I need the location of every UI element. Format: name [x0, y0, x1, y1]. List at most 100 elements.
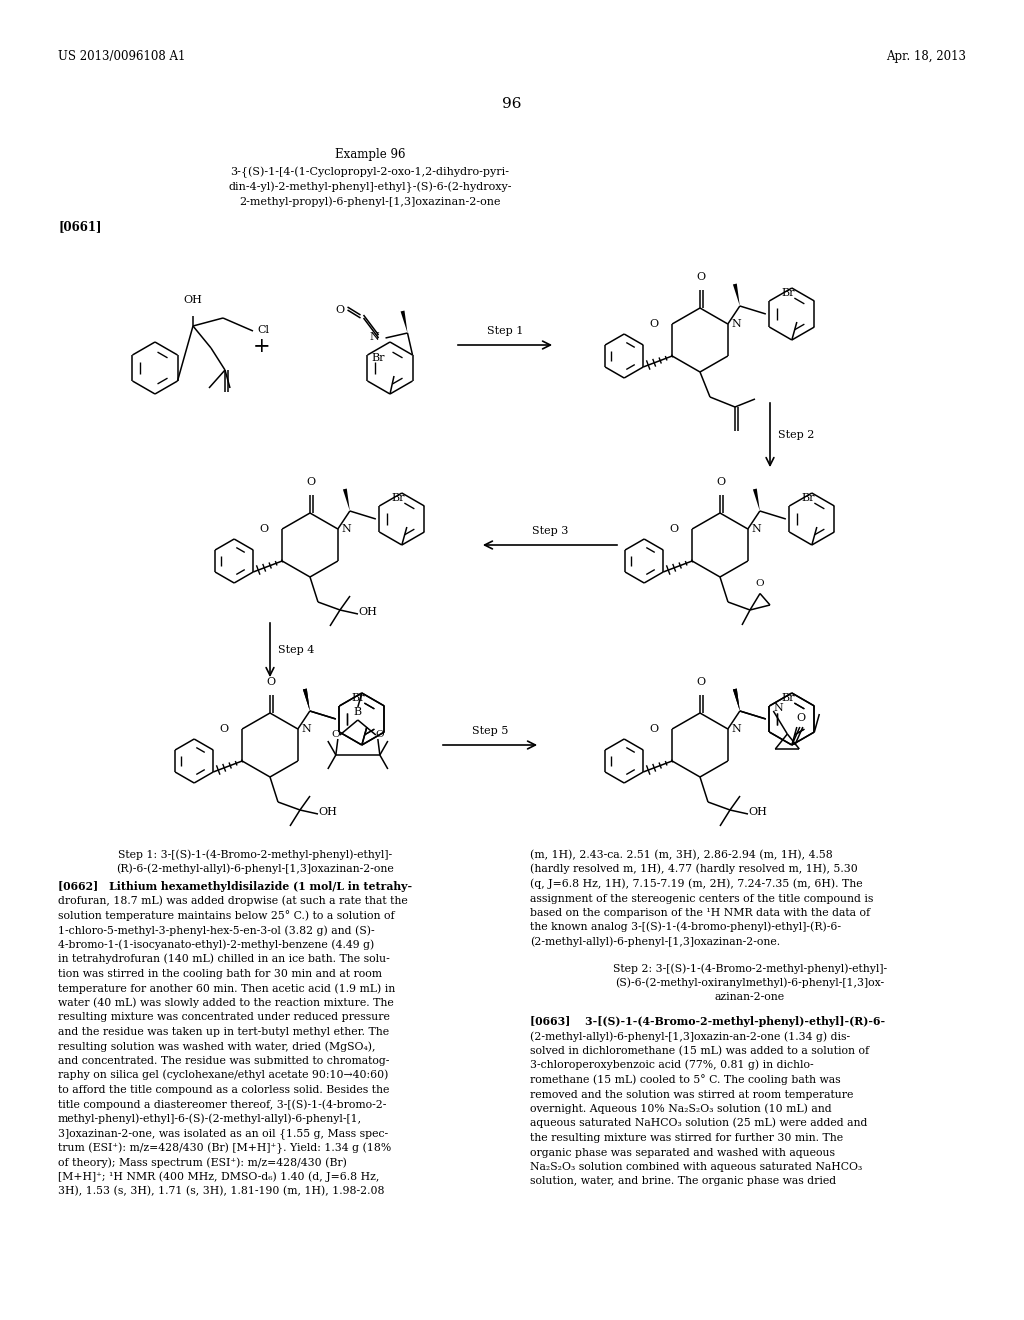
- Text: [0662] Lithium hexamethyldisilazide (1 mol/L in tetrahy-: [0662] Lithium hexamethyldisilazide (1 m…: [58, 880, 412, 892]
- Text: O: O: [376, 730, 384, 739]
- Text: 1-chloro-5-methyl-3-phenyl-hex-5-en-3-ol (3.82 g) and (S)-: 1-chloro-5-methyl-3-phenyl-hex-5-en-3-ol…: [58, 925, 375, 936]
- Polygon shape: [733, 284, 739, 306]
- Text: (2-methyl-allyl)-6-phenyl-[1,3]oxazin-an-2-one (1.34 g) dis-: (2-methyl-allyl)-6-phenyl-[1,3]oxazin-an…: [530, 1031, 850, 1041]
- Text: Step 5: Step 5: [472, 726, 508, 737]
- Text: in tetrahydrofuran (140 mL) chilled in an ice bath. The solu-: in tetrahydrofuran (140 mL) chilled in a…: [58, 954, 390, 965]
- Text: din-4-yl)-2-methyl-phenyl]-ethyl}-(S)-6-(2-hydroxy-: din-4-yl)-2-methyl-phenyl]-ethyl}-(S)-6-…: [228, 181, 512, 193]
- Text: [0661]: [0661]: [58, 220, 101, 234]
- Text: O: O: [696, 677, 706, 686]
- Text: OH: OH: [318, 807, 337, 817]
- Text: water (40 mL) was slowly added to the reaction mixture. The: water (40 mL) was slowly added to the re…: [58, 998, 394, 1008]
- Text: and concentrated. The residue was submitted to chromatog-: and concentrated. The residue was submit…: [58, 1056, 389, 1067]
- Text: B: B: [353, 708, 361, 717]
- Text: based on the comparison of the ¹H NMR data with the data of: based on the comparison of the ¹H NMR da…: [530, 908, 870, 917]
- Text: 3]oxazinan-2-one, was isolated as an oil {1.55 g, Mass spec-: 3]oxazinan-2-one, was isolated as an oil…: [58, 1129, 388, 1139]
- Polygon shape: [303, 689, 310, 711]
- Text: Br: Br: [801, 492, 814, 503]
- Text: O: O: [649, 723, 658, 734]
- Text: 3H), 1.53 (s, 3H), 1.71 (s, 3H), 1.81-190 (m, 1H), 1.98-2.08: 3H), 1.53 (s, 3H), 1.71 (s, 3H), 1.81-19…: [58, 1187, 384, 1196]
- Text: Br: Br: [391, 492, 404, 503]
- Text: OH: OH: [183, 294, 203, 305]
- Polygon shape: [343, 488, 350, 511]
- Text: azinan-2-one: azinan-2-one: [715, 993, 785, 1002]
- Text: romethane (15 mL) cooled to 5° C. The cooling bath was: romethane (15 mL) cooled to 5° C. The co…: [530, 1074, 841, 1085]
- Text: the known analog 3-[(S)-1-(4-bromo-phenyl)-ethyl]-(R)-6-: the known analog 3-[(S)-1-(4-bromo-pheny…: [530, 921, 841, 932]
- Polygon shape: [400, 310, 408, 333]
- Text: O: O: [669, 524, 678, 535]
- Text: solution, water, and brine. The organic phase was dried: solution, water, and brine. The organic …: [530, 1176, 837, 1187]
- Text: Na₂S₂O₃ solution combined with aqueous saturated NaHCO₃: Na₂S₂O₃ solution combined with aqueous s…: [530, 1162, 862, 1172]
- Text: O: O: [696, 272, 706, 282]
- Text: 3-chloroperoxybenzoic acid (77%, 0.81 g) in dichlo-: 3-chloroperoxybenzoic acid (77%, 0.81 g)…: [530, 1060, 814, 1071]
- Text: of theory); Mass spectrum (ESI⁺): m/z=428/430 (Br): of theory); Mass spectrum (ESI⁺): m/z=42…: [58, 1156, 347, 1167]
- Text: Step 2: 3-[(S)-1-(4-Bromo-2-methyl-phenyl)-ethyl]-: Step 2: 3-[(S)-1-(4-Bromo-2-methyl-pheny…: [613, 962, 887, 974]
- Text: Br: Br: [372, 352, 385, 363]
- Text: Br: Br: [781, 693, 795, 704]
- Polygon shape: [733, 689, 739, 711]
- Text: O: O: [649, 319, 658, 329]
- Polygon shape: [753, 488, 760, 511]
- Text: 2-methyl-propyl)-6-phenyl-[1,3]oxazinan-2-one: 2-methyl-propyl)-6-phenyl-[1,3]oxazinan-…: [240, 197, 501, 207]
- Text: O: O: [797, 713, 806, 723]
- Text: (S)-6-(2-methyl-oxiranylmethyl)-6-phenyl-[1,3]ox-: (S)-6-(2-methyl-oxiranylmethyl)-6-phenyl…: [615, 977, 885, 987]
- Text: to afford the title compound as a colorless solid. Besides the: to afford the title compound as a colorl…: [58, 1085, 389, 1096]
- Text: title compound a diastereomer thereof, 3-[(S)-1-(4-bromo-2-: title compound a diastereomer thereof, 3…: [58, 1100, 386, 1110]
- Text: (2-methyl-allyl)-6-phenyl-[1,3]oxazinan-2-one.: (2-methyl-allyl)-6-phenyl-[1,3]oxazinan-…: [530, 936, 780, 946]
- Text: raphy on silica gel (cyclohexane/ethyl acetate 90:10→40:60): raphy on silica gel (cyclohexane/ethyl a…: [58, 1071, 388, 1081]
- Text: +: +: [253, 338, 270, 356]
- Text: tion was stirred in the cooling bath for 30 min and at room: tion was stirred in the cooling bath for…: [58, 969, 382, 979]
- Text: O: O: [259, 524, 268, 535]
- Text: N: N: [732, 319, 741, 329]
- Text: Step 3: Step 3: [531, 525, 568, 536]
- Text: resulting solution was washed with water, dried (MgSO₄),: resulting solution was washed with water…: [58, 1041, 376, 1052]
- Text: N: N: [773, 704, 783, 713]
- Text: the resulting mixture was stirred for further 30 min. The: the resulting mixture was stirred for fu…: [530, 1133, 843, 1143]
- Text: 96: 96: [502, 96, 522, 111]
- Text: O: O: [332, 730, 340, 739]
- Text: O: O: [335, 305, 344, 315]
- Text: organic phase was separated and washed with aqueous: organic phase was separated and washed w…: [530, 1147, 835, 1158]
- Text: solution temperature maintains below 25° C.) to a solution of: solution temperature maintains below 25°…: [58, 909, 394, 921]
- Text: resulting mixture was concentrated under reduced pressure: resulting mixture was concentrated under…: [58, 1012, 390, 1023]
- Text: Step 1: 3-[(S)-1-(4-Bromo-2-methyl-phenyl)-ethyl]-: Step 1: 3-[(S)-1-(4-Bromo-2-methyl-pheny…: [118, 850, 392, 861]
- Text: (m, 1H), 2.43-ca. 2.51 (m, 3H), 2.86-2.94 (m, 1H), 4.58: (m, 1H), 2.43-ca. 2.51 (m, 3H), 2.86-2.9…: [530, 850, 833, 861]
- Text: O: O: [717, 477, 726, 487]
- Text: drofuran, 18.7 mL) was added dropwise (at such a rate that the: drofuran, 18.7 mL) was added dropwise (a…: [58, 896, 408, 907]
- Polygon shape: [733, 689, 739, 711]
- Text: (hardly resolved m, 1H), 4.77 (hardly resolved m, 1H), 5.30: (hardly resolved m, 1H), 4.77 (hardly re…: [530, 863, 858, 874]
- Text: (q, J=6.8 Hz, 1H), 7.15-7.19 (m, 2H), 7.24-7.35 (m, 6H). The: (q, J=6.8 Hz, 1H), 7.15-7.19 (m, 2H), 7.…: [530, 878, 862, 888]
- Text: (R)-6-(2-methyl-allyl)-6-phenyl-[1,3]oxazinan-2-one: (R)-6-(2-methyl-allyl)-6-phenyl-[1,3]oxa…: [116, 863, 394, 874]
- Text: 4-bromo-1-(1-isocyanato-ethyl)-2-methyl-benzene (4.49 g): 4-bromo-1-(1-isocyanato-ethyl)-2-methyl-…: [58, 940, 374, 950]
- Text: assignment of the stereogenic centers of the title compound is: assignment of the stereogenic centers of…: [530, 894, 873, 903]
- Text: Cl: Cl: [257, 325, 269, 335]
- Text: methyl-phenyl)-ethyl]-6-(S)-(2-methyl-allyl)-6-phenyl-[1,: methyl-phenyl)-ethyl]-6-(S)-(2-methyl-al…: [58, 1114, 362, 1125]
- Text: N: N: [752, 524, 762, 535]
- Text: trum (ESI⁺): m/z=428/430 (Br) [M+H]⁺}. Yield: 1.34 g (18%: trum (ESI⁺): m/z=428/430 (Br) [M+H]⁺}. Y…: [58, 1142, 391, 1154]
- Text: Step 4: Step 4: [278, 645, 314, 655]
- Text: US 2013/0096108 A1: US 2013/0096108 A1: [58, 50, 185, 63]
- Text: aqueous saturated NaHCO₃ solution (25 mL) were added and: aqueous saturated NaHCO₃ solution (25 mL…: [530, 1118, 867, 1129]
- Text: OH: OH: [748, 807, 767, 817]
- Text: Step 2: Step 2: [778, 430, 814, 440]
- Text: Br: Br: [781, 288, 795, 298]
- Text: solved in dichloromethane (15 mL) was added to a solution of: solved in dichloromethane (15 mL) was ad…: [530, 1045, 869, 1056]
- Text: O: O: [306, 477, 315, 487]
- Text: O: O: [266, 677, 275, 686]
- Polygon shape: [303, 689, 310, 711]
- Text: Br: Br: [351, 693, 365, 704]
- Text: N: N: [732, 723, 741, 734]
- Text: [0663]  3-[(S)-1-(4-Bromo-2-methyl-phenyl)-ethyl]-(R)-6-: [0663] 3-[(S)-1-(4-Bromo-2-methyl-phenyl…: [530, 1016, 885, 1027]
- Text: N: N: [370, 333, 380, 342]
- Text: Example 96: Example 96: [335, 148, 406, 161]
- Text: removed and the solution was stirred at room temperature: removed and the solution was stirred at …: [530, 1089, 853, 1100]
- Text: O: O: [756, 578, 764, 587]
- Text: N: N: [342, 524, 351, 535]
- Text: 3-{(S)-1-[4-(1-Cyclopropyl-2-oxo-1,2-dihydro-pyri-: 3-{(S)-1-[4-(1-Cyclopropyl-2-oxo-1,2-dih…: [230, 166, 510, 178]
- Text: overnight. Aqueous 10% Na₂S₂O₃ solution (10 mL) and: overnight. Aqueous 10% Na₂S₂O₃ solution …: [530, 1104, 831, 1114]
- Text: temperature for another 60 min. Then acetic acid (1.9 mL) in: temperature for another 60 min. Then ace…: [58, 983, 395, 994]
- Text: OH: OH: [358, 607, 377, 616]
- Text: Step 1: Step 1: [486, 326, 523, 337]
- Text: [M+H]⁺; ¹H NMR (400 MHz, DMSO-d₆) 1.40 (d, J=6.8 Hz,: [M+H]⁺; ¹H NMR (400 MHz, DMSO-d₆) 1.40 (…: [58, 1171, 379, 1181]
- Text: and the residue was taken up in tert-butyl methyl ether. The: and the residue was taken up in tert-but…: [58, 1027, 389, 1038]
- Text: Apr. 18, 2013: Apr. 18, 2013: [886, 50, 966, 63]
